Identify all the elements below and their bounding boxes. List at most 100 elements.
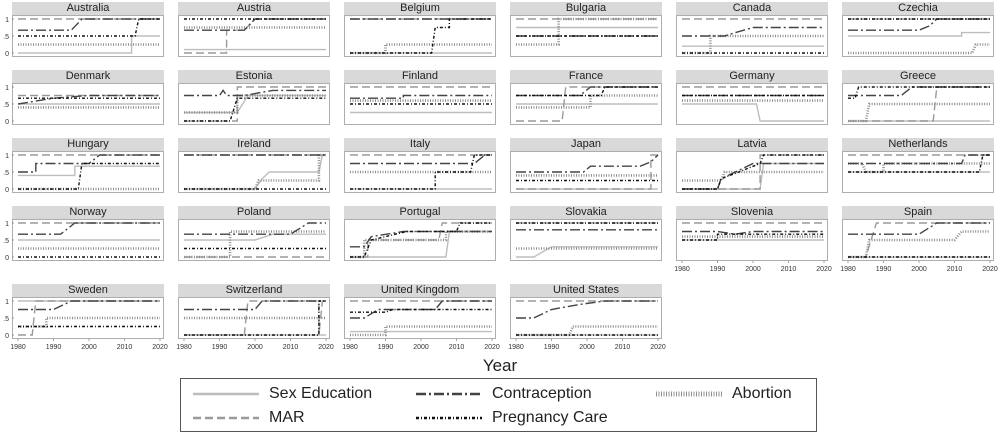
panel-bulgaria: Bulgaria: [510, 2, 662, 57]
panel-title: Greece: [842, 70, 994, 83]
panel-frame: [178, 15, 330, 57]
x-tick-label: 2010: [283, 344, 299, 351]
x-tick-label: 2020: [982, 266, 998, 273]
legend-label: Contraception: [492, 385, 592, 402]
series-line-abortion: [516, 94, 658, 109]
series-line-mar: [516, 154, 658, 190]
panel-norway: Norway 0.5 1: [3, 206, 164, 262]
panel-plot: 0.51: [3, 83, 164, 126]
series-line-pregnancy-care: [682, 154, 824, 190]
panel-plot: [842, 83, 994, 125]
panel-frame: [344, 15, 496, 57]
panel-netherlands: Netherlands: [842, 138, 994, 193]
legend-label: MAR: [269, 409, 305, 426]
x-tick-label: 2010: [615, 344, 631, 351]
y-tick-label: 1: [5, 153, 9, 160]
legend-swatch-sex-education: [193, 392, 259, 396]
panel-germany: Germany: [676, 70, 828, 125]
panel-poland: Poland: [178, 206, 330, 261]
legend-item-contraception: Contraception: [416, 385, 592, 403]
panel-frame: [12, 151, 164, 193]
panel-plot: [510, 219, 662, 261]
panel-frame: [842, 151, 994, 193]
panel-plot: [344, 15, 496, 57]
panel-frame: [676, 219, 828, 261]
panel-frame: [510, 15, 662, 57]
series-line-pregnancy-care: [350, 222, 492, 258]
panel-spain: Spain 1980 1990 2000 2010 2020: [840, 206, 998, 275]
series-line-contraception: [682, 26, 824, 37]
series-line-abortion: [682, 170, 824, 182]
x-tick-label: 1990: [710, 266, 726, 273]
panel-plot: 0.51: [3, 219, 164, 262]
panel-frame: [510, 151, 662, 193]
y-tick-label: .5: [3, 238, 9, 245]
panel-title: Canada: [676, 2, 828, 15]
series-line-contraception: [682, 230, 824, 235]
panel-slovenia: Slovenia 1980 1990 2000 2010 2020: [674, 206, 832, 275]
panel-title: Ireland: [178, 138, 330, 151]
x-tick-label: 2000: [81, 344, 97, 351]
panel-title: United States: [510, 284, 662, 297]
panel-italy: Italy: [344, 138, 496, 193]
panel-switzerland: Switzerland 1980 1990 2000 2010 2020: [176, 284, 334, 353]
panel-plot: [676, 151, 828, 193]
panel-slovakia: Slovakia: [510, 206, 662, 261]
legend-item-abortion: Abortion: [656, 385, 792, 403]
y-tick-label: 1: [5, 221, 9, 228]
x-tick-label: 2020: [650, 344, 666, 351]
legend-swatch-mar: [193, 416, 259, 420]
series-line-contraception: [682, 162, 824, 190]
x-tick-label: 1990: [212, 344, 228, 351]
series-line-mar: [18, 300, 160, 336]
x-tick-label: 2000: [413, 344, 429, 351]
legend-item-pregnancy-care: Pregnancy Care: [416, 409, 608, 427]
x-tick-label: 2020: [816, 266, 832, 273]
series-line-pregnancy-care: [848, 154, 990, 173]
panel-france: France: [510, 70, 662, 125]
y-tick-label: 1: [5, 85, 9, 92]
series-line-sex-education: [682, 162, 824, 190]
panel-latvia: Latvia: [676, 138, 828, 193]
panel-plot: 0 .5 1 1980 1990 2000 2010 2020: [3, 297, 168, 351]
series-line-abortion: [848, 102, 990, 123]
panel-title: Slovakia: [510, 206, 662, 219]
series-line-sex-education: [184, 94, 326, 114]
panel-plot: 1980 1990 2000 2010 2020: [674, 219, 832, 273]
x-tick-label: 1980: [674, 266, 690, 273]
panel-plot: [344, 219, 496, 261]
series-line-pregnancy-care: [516, 86, 658, 97]
series-line-sex-education: [184, 154, 326, 190]
series-line-abortion: [18, 316, 160, 328]
series-line-mar: [184, 300, 326, 336]
panel-plot: 1980 1990 2000 2010 2020: [508, 297, 666, 351]
series-line-abortion: [184, 153, 326, 191]
panel-plot: [344, 151, 496, 193]
x-tick-label: 2010: [117, 344, 133, 351]
series-line-abortion: [350, 325, 492, 337]
x-tick-label: 2020: [318, 344, 334, 351]
panel-japan: Japan: [510, 138, 662, 193]
panel-frame: [178, 151, 330, 193]
panel-frame: [178, 83, 330, 125]
series-line-pregnancy-care: [18, 162, 160, 190]
x-tick-label: 2010: [449, 344, 465, 351]
series-line-abortion: [516, 325, 658, 337]
panel-portugal: Portugal: [344, 206, 496, 261]
panel-frame: [344, 83, 496, 125]
series-line-pregnancy-care: [350, 18, 492, 54]
series-line-abortion: [682, 34, 824, 55]
panel-frame: [510, 297, 662, 339]
series-line-contraception: [848, 222, 990, 235]
panel-plot: [510, 83, 662, 125]
series-line-pregnancy-care: [184, 97, 326, 122]
panel-frame: [842, 15, 994, 57]
panel-estonia: Estonia: [178, 70, 330, 125]
panel-title: Norway: [12, 206, 164, 219]
small-multiples-grid: Australia 0.5 1 Austria Belgium Bulgaria Canad…: [3, 2, 998, 353]
x-tick-label: 2000: [247, 344, 263, 351]
panel-title: Slovenia: [676, 206, 828, 219]
series-line-contraception: [18, 18, 160, 31]
x-tick-label: 1980: [342, 344, 358, 351]
panel-hungary: Hungary 0.5 1: [3, 138, 164, 194]
